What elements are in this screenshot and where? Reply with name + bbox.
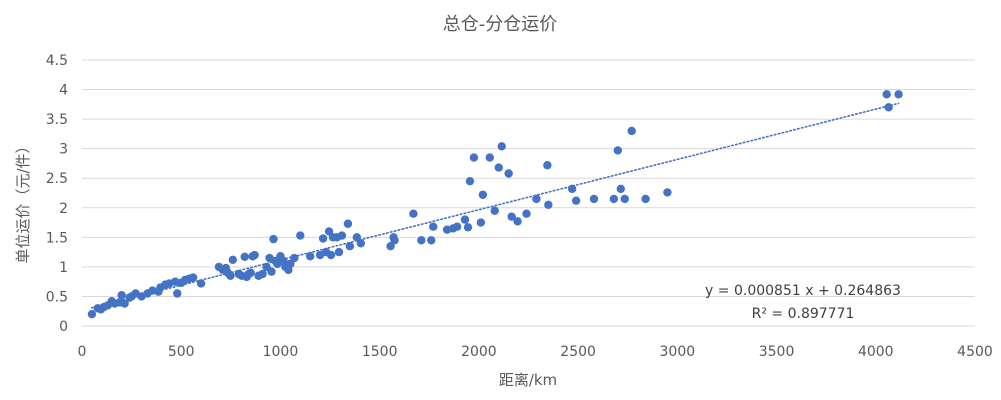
scatter-point bbox=[532, 194, 541, 204]
scatter-point bbox=[504, 169, 513, 178]
scatter-point bbox=[452, 222, 462, 231]
scatter-point bbox=[663, 188, 672, 197]
scatter-point bbox=[417, 236, 426, 245]
scatter-point bbox=[326, 250, 336, 260]
scatter-point bbox=[543, 161, 552, 170]
scatter-point bbox=[318, 234, 328, 243]
scatter-point bbox=[497, 142, 506, 151]
scatter-point bbox=[240, 252, 249, 262]
x-tick-label: 4000 bbox=[858, 344, 894, 360]
scatter-point bbox=[507, 212, 516, 221]
x-tick-label: 4500 bbox=[957, 344, 993, 360]
scatter-point bbox=[269, 234, 278, 244]
trendline-equation: y = 0.000851 x + 0.264863 bbox=[705, 283, 901, 299]
x-tick-label: 3500 bbox=[759, 344, 795, 360]
scatter-point bbox=[228, 255, 238, 264]
gridlines bbox=[82, 59, 975, 297]
y-tick-label: 3 bbox=[59, 142, 68, 158]
trendline-r-squared: R² = 0.897771 bbox=[752, 306, 855, 322]
axes: 0 0.5 1 1.5 2 2.5 3 3.5 4 4.5 0 500 1000 1500 2000 2500… bbox=[46, 53, 993, 360]
scatter-point bbox=[627, 126, 636, 136]
scatter-point bbox=[427, 236, 436, 245]
y-tick-label: 1.5 bbox=[46, 230, 68, 246]
scatter-point bbox=[258, 269, 267, 279]
scatter-point bbox=[589, 194, 599, 204]
y-axis-title: 单位运价（元/件） bbox=[14, 138, 32, 263]
x-axis-title: 距离/km bbox=[499, 371, 557, 389]
scatter-point bbox=[87, 309, 97, 319]
scatter-point bbox=[460, 215, 470, 224]
y-tick-label: 4 bbox=[59, 83, 68, 99]
scatter-point bbox=[544, 200, 553, 210]
scatter-point bbox=[267, 267, 276, 276]
x-tick-label: 2500 bbox=[560, 344, 596, 360]
x-tick-label: 3000 bbox=[660, 344, 696, 360]
scatter-point bbox=[356, 239, 366, 248]
scatter-point bbox=[386, 242, 395, 251]
scatter-point bbox=[463, 223, 473, 232]
scatter-point bbox=[429, 222, 438, 231]
scatter-point bbox=[390, 236, 399, 245]
trendline bbox=[91, 102, 900, 309]
scatter-point bbox=[286, 259, 295, 269]
trendline-group bbox=[91, 102, 900, 309]
scatter-point bbox=[250, 250, 259, 260]
scatter-point bbox=[196, 279, 206, 288]
scatter-point bbox=[490, 206, 499, 215]
scatter-point bbox=[246, 268, 255, 277]
scatter-point bbox=[609, 194, 619, 204]
y-tick-label: 3.5 bbox=[46, 112, 68, 128]
scatter-point bbox=[882, 90, 891, 99]
scatter-point bbox=[476, 218, 486, 227]
scatter-point bbox=[616, 184, 625, 194]
scatter-point bbox=[345, 242, 355, 251]
y-tick-label: 1 bbox=[59, 260, 68, 276]
scatter-point bbox=[641, 194, 650, 204]
x-tick-label: 1500 bbox=[362, 344, 398, 360]
x-tick-label: 2000 bbox=[461, 344, 497, 360]
x-tick-label: 500 bbox=[168, 344, 195, 360]
scatter-point bbox=[485, 153, 495, 162]
y-tick-label: 0.5 bbox=[46, 289, 68, 305]
scatter-point bbox=[306, 252, 315, 261]
scatter-point bbox=[173, 289, 182, 298]
y-tick-label: 4.5 bbox=[46, 53, 68, 69]
scatter-point bbox=[513, 217, 522, 226]
y-tick-label: 2.5 bbox=[46, 171, 68, 187]
scatter-point bbox=[296, 231, 305, 240]
scatter-point bbox=[469, 153, 479, 162]
scatter-point bbox=[494, 163, 503, 172]
scatter-point bbox=[343, 219, 353, 228]
scatter-point bbox=[620, 194, 629, 204]
scatter-point bbox=[478, 190, 488, 199]
scatter-point bbox=[409, 209, 418, 218]
scatter-point bbox=[522, 209, 531, 218]
scatter-point bbox=[117, 291, 126, 300]
y-tick-label: 2 bbox=[59, 201, 68, 217]
scatter-point bbox=[894, 90, 903, 99]
scatter-point bbox=[465, 176, 475, 186]
x-tick-label: 0 bbox=[78, 344, 87, 360]
scatter-point bbox=[334, 247, 344, 257]
scatter-point bbox=[571, 196, 581, 205]
scatter-point bbox=[337, 231, 347, 240]
x-tick-label: 1000 bbox=[263, 344, 299, 360]
scatter-point bbox=[120, 299, 129, 308]
scatter-point bbox=[188, 273, 198, 282]
chart-title: 总仓-分仓运价 bbox=[443, 14, 558, 35]
scatter-point bbox=[290, 253, 299, 263]
y-tick-label: 0 bbox=[59, 319, 68, 335]
scatter-point bbox=[613, 146, 622, 155]
scatter-point bbox=[324, 227, 334, 236]
